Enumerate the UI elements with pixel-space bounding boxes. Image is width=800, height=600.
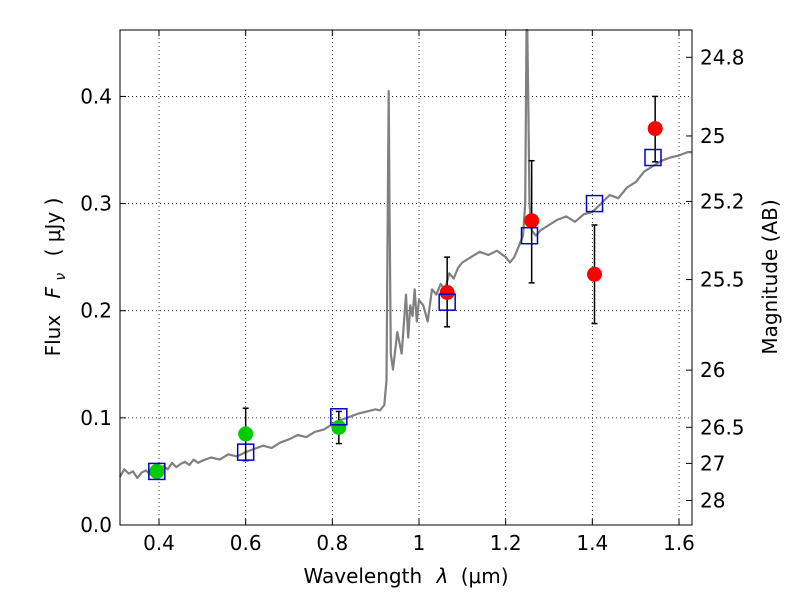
y2-axis-title: Magnitude (AB): [758, 199, 782, 354]
y-tick-label: 0.1: [80, 406, 112, 430]
model-square-marker: [644, 148, 662, 167]
green-data-point: [149, 463, 165, 479]
x-tick-label: 0.8: [316, 531, 348, 555]
red-data-point: [647, 121, 663, 137]
x-axis-title-text: Wavelength: [303, 564, 422, 588]
x-tick-label: 0.4: [143, 531, 175, 555]
model-square-marker: [438, 293, 456, 311]
y-tick-label: 0.2: [80, 299, 112, 323]
mag-tick-label: 25: [700, 124, 725, 148]
axis-layer: 0.4 0.6 0.8 1 1.2 1.4 1.6 0.0 0.1 0.2 0.3 0.4 24.8 25…: [80, 30, 745, 555]
model-square-marker: [520, 226, 539, 245]
green-data-point: [331, 420, 347, 435]
x-tick-label: 0.6: [230, 531, 262, 555]
model-square-marker: [148, 462, 166, 481]
x-axis-unit: (μm): [461, 564, 509, 588]
x-tick-label: 1.6: [663, 531, 695, 555]
x-axis-symbol: λ: [436, 564, 449, 588]
x-axis-title: Wavelength λ (μm): [303, 564, 508, 588]
model-square-marker: [330, 408, 348, 426]
mag-tick-label: 26: [700, 358, 725, 382]
mag-tick-label: 25.2: [700, 189, 745, 213]
y-axis-title: Flux F ν ( μJy ): [41, 198, 70, 357]
y-tick-label: 0.4: [80, 84, 112, 108]
mag-tick-label: 28: [700, 488, 725, 512]
red-data-point: [439, 285, 455, 300]
y-axis-title-text: Flux: [41, 315, 65, 357]
y-tick-label: 0.3: [80, 192, 112, 216]
y-axis-unit: ( μJy ): [41, 198, 65, 257]
green-data-point: [238, 426, 254, 442]
mag-tick-label: 27: [700, 451, 725, 475]
y-axis-subscript: ν: [53, 273, 69, 281]
red-data-point: [524, 213, 540, 229]
spectrum-line: [119, 28, 692, 479]
y-axis-symbol: F: [41, 286, 65, 298]
mag-tick-label: 24.8: [700, 45, 745, 69]
model-square-marker: [236, 443, 255, 461]
x-tick-label: 1.2: [490, 531, 522, 555]
data-layer: [119, 28, 692, 481]
red-data-point: [587, 266, 602, 282]
x-tick-label: 1.4: [576, 531, 608, 555]
mag-tick-label: 26.5: [700, 415, 745, 439]
mag-tick-label: 25.5: [700, 268, 745, 292]
model-square-marker: [585, 194, 604, 213]
y-tick-label: 0.0: [80, 513, 112, 537]
plot-frame: [119, 29, 693, 526]
x-tick-label: 1: [413, 531, 426, 555]
